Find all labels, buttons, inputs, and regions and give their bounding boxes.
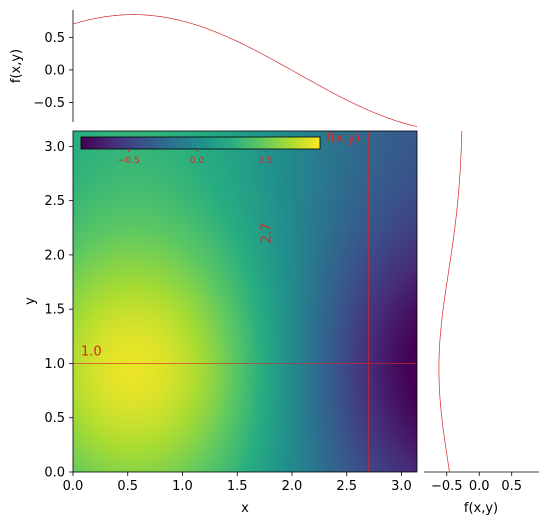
x-tick-label: 1.0 xyxy=(172,479,193,494)
colorbar: −0.5 0.0 0.5 f(x,y) xyxy=(80,131,360,166)
right-x-ticks: −0.5 0.0 0.5 xyxy=(431,472,522,494)
main-y-axis-label: y xyxy=(23,297,38,305)
main-y-ticks: 0.0 0.5 1.0 1.5 2.0 2.5 3.0 xyxy=(44,140,73,481)
main-heatmap-panel: 1.0 2.7 0.0 0.5 1.0 1.5 2.0 2.5 3.0 0.0 0.5 1.0 1… xyxy=(23,130,418,516)
right-marginal-panel: −0.5 0.0 0.5 f(x,y) xyxy=(424,130,539,516)
heatmap-image-container xyxy=(73,131,417,472)
x-tick-label: 0.0 xyxy=(63,479,84,494)
x-tick-label: 0.5 xyxy=(117,479,138,494)
top-y-ticks: 0.5 0.0 −0.5 xyxy=(33,31,73,111)
right-x-tick-label: −0.5 xyxy=(431,479,463,494)
colorbar-gradient-container xyxy=(81,137,320,149)
colorbar-ticks: −0.5 0.0 0.5 xyxy=(118,149,273,166)
right-x-tick-label: 0.0 xyxy=(469,479,490,494)
colorbar-frame xyxy=(80,136,321,150)
right-x-tick-label: 0.5 xyxy=(501,479,522,494)
x-tick-label: 1.5 xyxy=(227,479,248,494)
top-marginal-panel: 0.5 0.0 −0.5 f(x,y) xyxy=(9,10,418,127)
colorbar-tick-label: −0.5 xyxy=(118,156,140,166)
top-y-tick-label: 0.5 xyxy=(44,31,65,46)
y-tick-label: 1.5 xyxy=(44,303,65,318)
heatmap-image xyxy=(73,131,417,472)
top-y-tick-label: 0.0 xyxy=(44,63,65,78)
colorbar-tick-label: 0.5 xyxy=(258,156,272,166)
colorbar-tick-label: 0.0 xyxy=(190,156,205,166)
main-x-ticks: 0.0 0.5 1.0 1.5 2.0 2.5 3.0 xyxy=(63,472,412,494)
colorbar-label: f(x,y) xyxy=(326,131,360,146)
right-marginal-curve xyxy=(438,130,463,473)
top-marginal-curve xyxy=(72,14,418,127)
cursor-y-value-label: 1.0 xyxy=(81,344,102,359)
y-tick-label: 0.5 xyxy=(44,411,65,426)
main-x-axis-label: x xyxy=(241,501,249,516)
right-x-axis-label: f(x,y) xyxy=(464,501,498,516)
x-tick-label: 3.0 xyxy=(391,479,412,494)
colorbar-gradient xyxy=(81,137,320,149)
top-y-axis-label: f(x,y) xyxy=(9,49,24,83)
y-tick-label: 0.0 xyxy=(44,466,65,481)
x-tick-label: 2.0 xyxy=(282,479,303,494)
x-tick-label: 2.5 xyxy=(336,479,357,494)
top-y-tick-label: −0.5 xyxy=(33,96,65,111)
y-tick-label: 2.5 xyxy=(44,194,65,209)
main-axes-frame xyxy=(72,130,418,473)
y-tick-label: 1.0 xyxy=(44,357,65,372)
y-tick-label: 2.0 xyxy=(44,248,65,263)
y-tick-label: 3.0 xyxy=(44,140,65,155)
cursor-x-value-label: 2.7 xyxy=(260,223,275,244)
